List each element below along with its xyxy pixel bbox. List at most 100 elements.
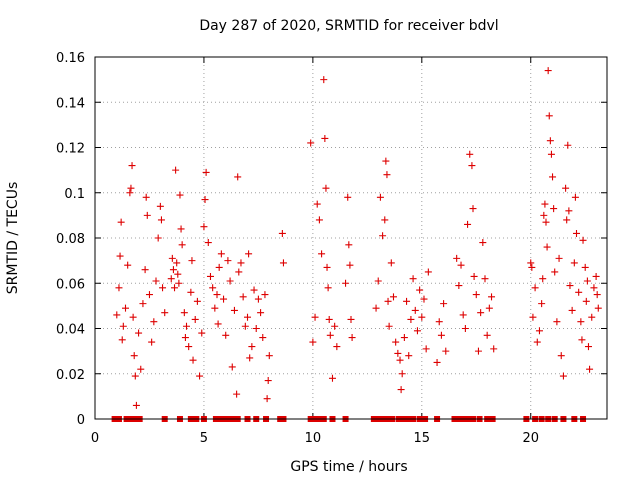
y-tick-label: 0.06 [56, 277, 85, 292]
y-tick-label: 0.1 [64, 187, 85, 202]
data-point [572, 229, 580, 237]
data-point [586, 365, 594, 373]
data-point [113, 311, 121, 319]
data-point [252, 325, 260, 332]
data-point [115, 284, 123, 292]
data-point [381, 216, 389, 224]
data-point [313, 200, 321, 208]
data-point [209, 284, 217, 292]
data-point [382, 157, 390, 165]
data-point [126, 189, 134, 197]
data-point [177, 225, 185, 233]
data-point [154, 234, 162, 242]
data-point [245, 250, 253, 258]
data-point [407, 315, 415, 323]
data-point [582, 297, 590, 305]
data-point [241, 322, 249, 330]
data-point [191, 315, 199, 323]
data-point [411, 306, 419, 314]
data-point [559, 372, 567, 380]
data-point [202, 168, 210, 176]
data-point [584, 343, 592, 351]
data-point [396, 356, 404, 364]
data-point [385, 322, 393, 330]
data-point [420, 295, 428, 303]
data-point [566, 282, 574, 290]
data-point [479, 239, 487, 247]
data-point [347, 315, 355, 323]
data-point [222, 331, 230, 339]
y-tick-label: 0.08 [56, 232, 85, 247]
data-point [538, 300, 546, 308]
data-point [143, 211, 151, 219]
data-point [541, 200, 549, 208]
data-point [490, 345, 498, 353]
data-point [345, 241, 353, 249]
data-point [322, 184, 330, 192]
data-point [457, 261, 465, 269]
data-point [398, 370, 406, 378]
data-point [468, 162, 476, 170]
data-point [135, 329, 143, 337]
data-point [178, 241, 186, 249]
data-point [137, 365, 145, 373]
data-point [169, 266, 177, 274]
y-tick-labels: 0 0.02 0.04 0.06 0.08 0.1 0.12 0.14 0.16 [56, 51, 85, 428]
data-point [230, 306, 238, 314]
data-point [171, 284, 179, 292]
data-point [175, 279, 183, 287]
y-tick-label: 0.14 [56, 96, 85, 111]
data-point [201, 196, 209, 204]
data-point [152, 277, 160, 285]
data-point [261, 291, 269, 299]
data-point [553, 318, 561, 326]
data-point [117, 218, 125, 226]
data-point [211, 304, 219, 312]
y-tick-label: 0 [77, 413, 85, 428]
data-point [527, 259, 535, 267]
data-point [150, 318, 158, 326]
data-point [474, 347, 482, 355]
data-point [383, 171, 391, 179]
data-point [433, 358, 441, 366]
data-point [422, 345, 430, 353]
data-point [483, 331, 491, 339]
data-point [400, 334, 408, 342]
data-point [250, 286, 258, 294]
data-point [571, 193, 579, 201]
data-point [342, 279, 350, 287]
data-point [570, 259, 578, 267]
data-point [206, 272, 214, 280]
data-point [141, 266, 149, 274]
data-point [181, 334, 189, 342]
data-point [193, 297, 201, 305]
data-point [132, 401, 140, 409]
data-point [323, 263, 331, 271]
data-point [392, 338, 400, 346]
data-point [485, 304, 493, 312]
data-point [124, 261, 132, 269]
data-point [128, 162, 136, 170]
data-point [161, 309, 169, 317]
data-point [348, 334, 356, 342]
data-point [328, 374, 336, 382]
data-point [545, 112, 553, 120]
data-point [481, 275, 489, 283]
data-point [540, 211, 548, 219]
data-point [196, 372, 204, 380]
data-point [344, 193, 352, 201]
x-tick-label: 0 [91, 431, 99, 446]
grid-lines [95, 57, 607, 419]
data-point [346, 261, 354, 269]
data-point [539, 275, 547, 283]
data-point [424, 268, 432, 276]
data-point [543, 243, 551, 251]
data-point [307, 139, 315, 147]
y-tick-label: 0.16 [56, 51, 85, 66]
data-point [248, 343, 256, 351]
data-point [214, 320, 222, 328]
data-point [309, 338, 317, 346]
y-tick-label: 0.12 [56, 142, 85, 157]
data-point [278, 229, 286, 237]
